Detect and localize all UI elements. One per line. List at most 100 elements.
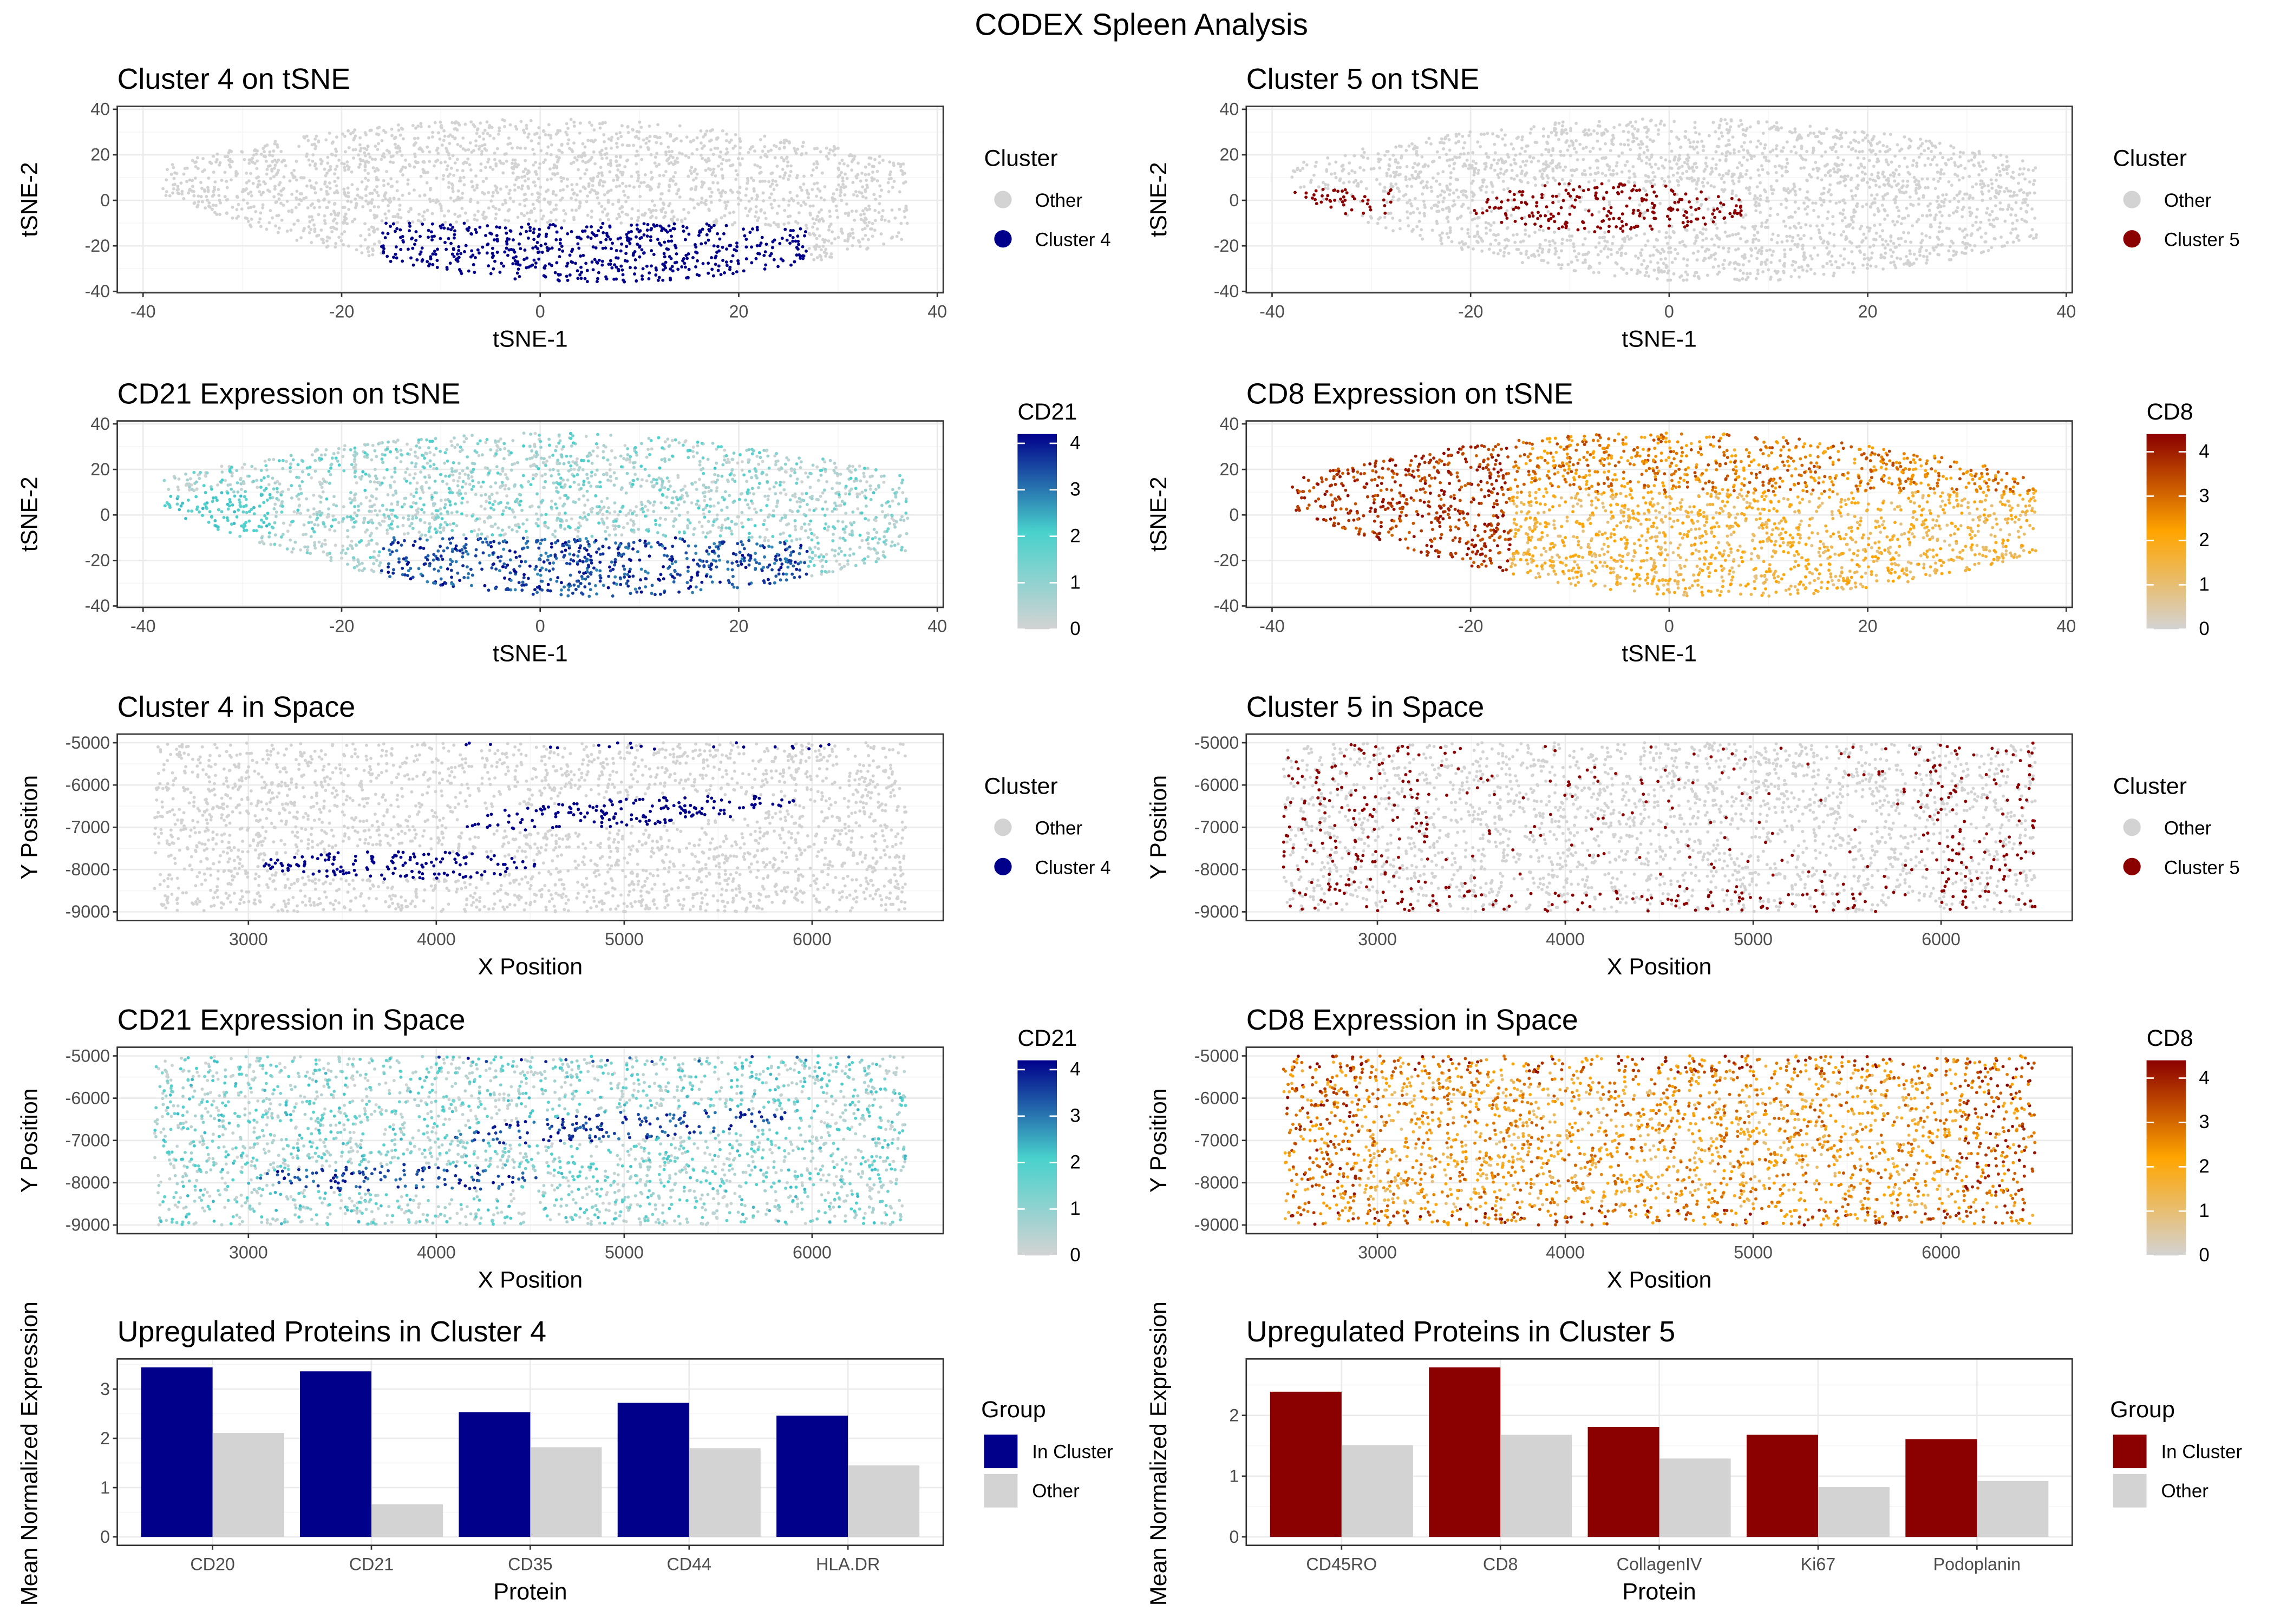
data-point — [703, 133, 707, 137]
data-point — [1820, 154, 1824, 158]
data-point — [319, 228, 323, 232]
data-point — [725, 247, 729, 251]
data-point — [847, 211, 851, 215]
data-point — [1622, 129, 1625, 133]
data-point — [538, 166, 541, 170]
data-point — [1742, 141, 1746, 145]
data-point — [393, 230, 397, 233]
data-point — [1436, 172, 1440, 175]
data-point — [1936, 195, 1940, 199]
data-point — [231, 205, 234, 209]
data-point — [1710, 170, 1714, 174]
data-point — [1292, 169, 1295, 173]
data-point — [1623, 163, 1627, 167]
data-point — [1440, 189, 1444, 193]
data-point — [523, 248, 527, 252]
data-point — [1489, 163, 1493, 167]
data-point — [865, 247, 868, 251]
data-point — [1694, 187, 1698, 191]
data-point — [1577, 252, 1581, 256]
data-point — [649, 216, 652, 219]
data-point — [755, 226, 759, 229]
data-point — [1606, 247, 1610, 251]
data-point — [811, 217, 815, 221]
data-point — [1644, 189, 1648, 193]
data-point — [865, 208, 869, 212]
data-point — [1485, 232, 1488, 235]
data-point — [504, 218, 507, 222]
data-point — [259, 225, 263, 228]
data-point — [204, 206, 207, 210]
data-point — [406, 178, 410, 182]
data-point — [306, 206, 310, 209]
data-point — [747, 209, 751, 213]
data-point — [1651, 171, 1655, 174]
data-point — [466, 219, 469, 222]
data-point — [1793, 200, 1797, 204]
data-point — [1806, 205, 1809, 208]
data-point — [398, 208, 401, 212]
data-point — [2005, 155, 2009, 159]
data-point — [394, 252, 397, 256]
data-point — [590, 123, 593, 127]
data-point — [625, 235, 629, 239]
data-point — [1642, 211, 1645, 215]
data-point — [586, 194, 590, 198]
data-point — [838, 173, 842, 177]
data-point — [434, 160, 437, 163]
data-point — [534, 160, 538, 164]
data-point — [1665, 265, 1669, 269]
data-point — [1530, 160, 1533, 163]
data-point — [236, 194, 239, 198]
data-point — [485, 148, 488, 152]
data-point — [295, 178, 298, 182]
data-point — [769, 185, 773, 188]
data-point — [720, 167, 723, 171]
data-point — [1842, 175, 1846, 179]
data-point — [762, 253, 766, 257]
data-point — [555, 155, 559, 159]
data-point — [1682, 278, 1685, 282]
data-point — [729, 244, 733, 247]
data-point — [678, 195, 682, 199]
data-point — [1592, 129, 1596, 133]
data-point — [489, 272, 493, 276]
data-point — [1552, 176, 1555, 180]
data-point — [1772, 188, 1775, 192]
data-point — [714, 174, 717, 178]
data-point — [1888, 147, 1892, 151]
data-point — [298, 192, 302, 195]
data-point — [459, 176, 462, 180]
data-point — [1538, 246, 1542, 250]
data-point — [1533, 254, 1537, 258]
data-point — [1410, 204, 1414, 208]
data-point — [457, 248, 461, 252]
data-point — [620, 242, 624, 246]
data-point — [670, 210, 674, 214]
data-point — [1987, 218, 1991, 222]
data-point — [1710, 166, 1714, 170]
data-point — [473, 256, 477, 259]
data-point — [1797, 136, 1801, 140]
data-point — [1596, 132, 1599, 135]
data-point — [357, 153, 361, 157]
data-point — [634, 154, 638, 158]
data-point — [433, 121, 437, 125]
data-point — [728, 211, 731, 215]
data-point — [615, 164, 619, 168]
data-point — [851, 231, 855, 235]
data-point — [1334, 176, 1338, 179]
data-point — [881, 159, 885, 162]
data-point — [442, 139, 446, 142]
data-point — [1935, 213, 1938, 217]
data-point — [1460, 227, 1463, 231]
data-point — [377, 205, 380, 209]
data-point — [1685, 278, 1689, 282]
data-point — [1832, 146, 1835, 149]
data-point — [1968, 206, 1971, 209]
data-point — [207, 201, 211, 205]
data-point — [1674, 257, 1677, 260]
data-point — [377, 133, 381, 136]
data-point — [1739, 119, 1742, 122]
data-point — [1826, 210, 1830, 214]
